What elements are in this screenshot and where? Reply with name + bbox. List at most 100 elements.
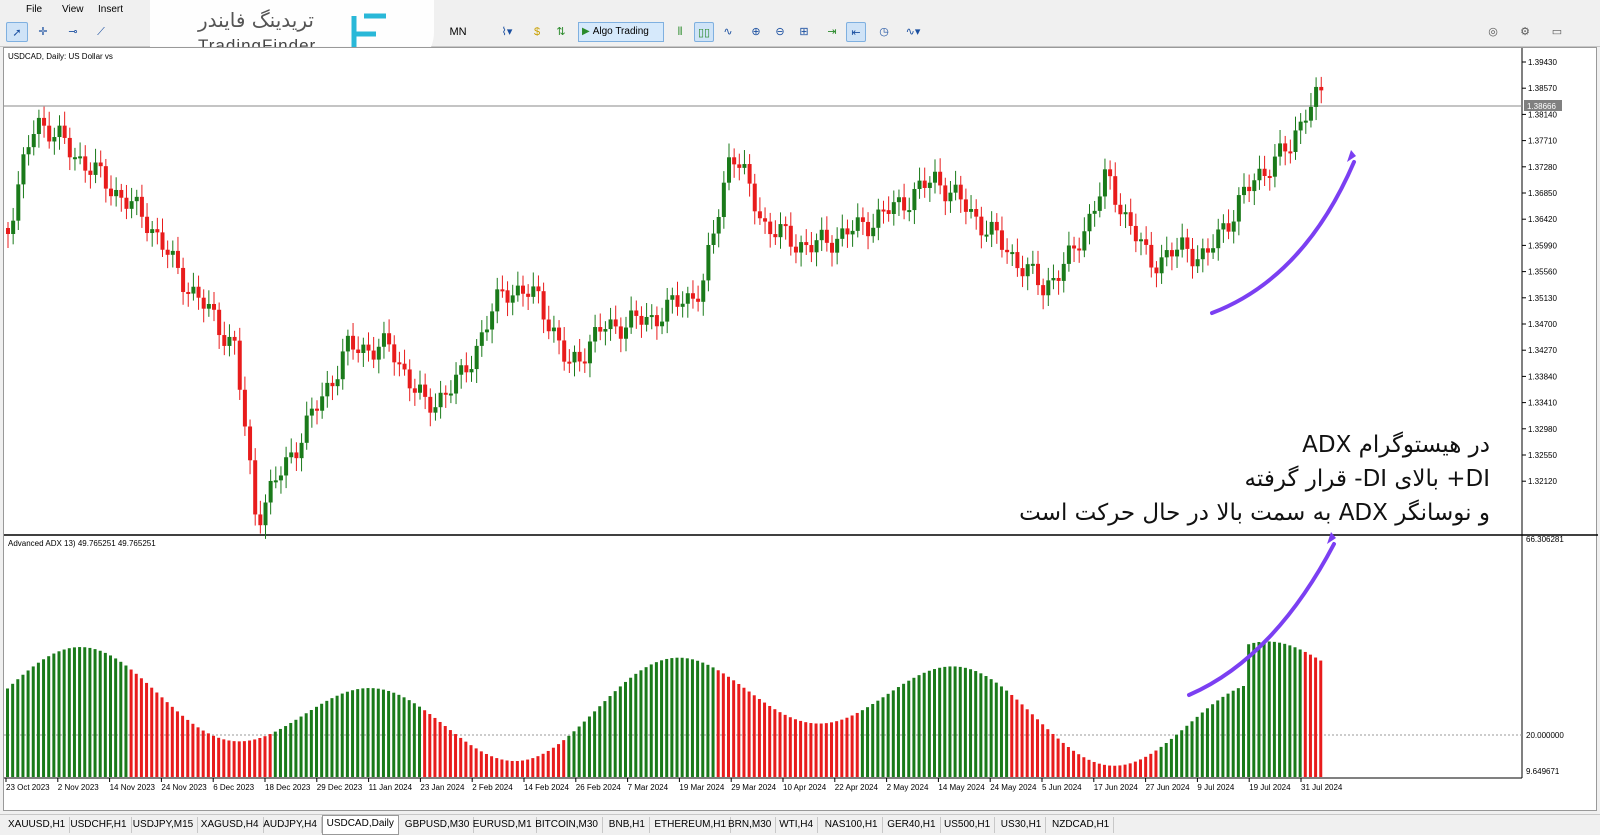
hline-icon[interactable]: ⊸ bbox=[68, 26, 78, 38]
symbol-tab[interactable]: USDCAD,Daily bbox=[321, 815, 399, 835]
layout-icon[interactable]: ▭ bbox=[1551, 26, 1563, 38]
adx-bar bbox=[181, 715, 185, 777]
adx-bar bbox=[917, 675, 921, 777]
candle-body bbox=[294, 452, 299, 459]
symbol-tab[interactable]: NZDCAD,H1 bbox=[1048, 817, 1115, 833]
candle-body bbox=[206, 303, 211, 309]
candle-body bbox=[109, 188, 113, 197]
candle-body bbox=[649, 315, 654, 318]
symbol-tab[interactable]: BNB,H1 bbox=[605, 817, 650, 833]
trendline-icon[interactable]: ⟋ bbox=[97, 26, 105, 38]
adx-bar bbox=[469, 745, 473, 777]
candle-body bbox=[593, 327, 598, 342]
settings-icon[interactable]: ⚙ bbox=[1520, 26, 1530, 38]
symbol-tab[interactable]: XAGUSD,H4 bbox=[197, 817, 264, 833]
symbol-tab[interactable]: AUDJPY,H4 bbox=[259, 817, 322, 833]
candle-body bbox=[711, 233, 716, 245]
candle-body bbox=[1005, 249, 1010, 253]
adx-bar bbox=[356, 689, 360, 777]
shift-icon[interactable]: ⇤ bbox=[846, 22, 866, 42]
candle-body bbox=[484, 329, 489, 333]
bar-chart-icon[interactable]: ⫴ bbox=[677, 26, 683, 38]
candle-body bbox=[644, 316, 649, 325]
candle-body bbox=[397, 362, 402, 365]
symbol-tab[interactable]: USDJPY,M15 bbox=[129, 817, 199, 833]
candle-body bbox=[438, 392, 443, 408]
adx-bar bbox=[1262, 641, 1266, 777]
symbol-tab[interactable]: GBPUSD,M30 bbox=[401, 817, 475, 833]
crosshair-icon[interactable]: ✛ bbox=[38, 26, 48, 38]
candle-body bbox=[1308, 106, 1313, 121]
candle-body bbox=[675, 295, 680, 307]
adx-bar bbox=[47, 656, 51, 777]
adx-bar bbox=[139, 678, 143, 777]
candle-body bbox=[1257, 168, 1262, 181]
adx-bar bbox=[727, 676, 730, 777]
date-tick-label: 7 Mar 2024 bbox=[628, 783, 669, 792]
zoom-out-icon[interactable]: ⊖ bbox=[775, 26, 785, 38]
signals-icon[interactable]: ⇅ bbox=[556, 26, 566, 38]
notifications-icon[interactable]: ◎ bbox=[1488, 26, 1498, 38]
adx-bar bbox=[582, 721, 586, 777]
candle-body bbox=[696, 298, 701, 302]
menu-file[interactable]: File bbox=[26, 4, 43, 15]
symbol-tab[interactable]: USDCHF,H1 bbox=[66, 817, 132, 833]
timeframe-mn-button[interactable]: MN bbox=[449, 26, 467, 38]
candle-body bbox=[701, 280, 706, 302]
adx-bar bbox=[567, 735, 571, 777]
chart-type-icon[interactable]: ⌇▾ bbox=[501, 26, 513, 38]
zoom-in-icon[interactable]: ⊕ bbox=[751, 26, 761, 38]
adx-bar bbox=[757, 698, 761, 777]
adx-bar bbox=[1288, 645, 1292, 777]
adx-bar bbox=[320, 703, 324, 777]
candle-body bbox=[1164, 250, 1169, 258]
adx-bar bbox=[984, 676, 988, 777]
candle-body bbox=[871, 227, 876, 237]
adx-bar bbox=[608, 696, 612, 777]
adx-bar bbox=[412, 703, 416, 777]
symbol-tab[interactable]: ETHEREUM,H1 bbox=[650, 817, 732, 833]
adx-bar bbox=[999, 686, 1003, 777]
candle-body bbox=[855, 217, 860, 231]
adx-bar bbox=[1211, 704, 1215, 777]
adx-bar bbox=[742, 687, 746, 777]
symbol-tab[interactable]: US30,H1 bbox=[997, 817, 1047, 833]
adx-bar bbox=[186, 719, 190, 777]
line-chart-icon[interactable]: ∿ bbox=[723, 26, 733, 38]
symbol-tab[interactable]: US500,H1 bbox=[940, 817, 996, 833]
algo-trading-button[interactable]: ▶ Algo Trading bbox=[578, 22, 664, 42]
candle-body bbox=[315, 408, 319, 411]
menu-insert[interactable]: Insert bbox=[98, 4, 124, 15]
menu-view[interactable]: View bbox=[62, 4, 84, 15]
candle-body bbox=[613, 319, 618, 327]
adx-bar bbox=[835, 721, 839, 777]
adx-bar bbox=[418, 706, 421, 777]
candle-body bbox=[217, 309, 222, 336]
candle-body bbox=[876, 209, 881, 228]
dollar-icon[interactable]: $ bbox=[533, 26, 541, 38]
candle-body bbox=[21, 154, 26, 185]
adx-bar bbox=[938, 667, 942, 777]
adx-bar bbox=[1221, 696, 1225, 777]
candles-icon[interactable]: ▯▯ bbox=[694, 22, 714, 42]
symbol-tab[interactable]: NAS100,H1 bbox=[821, 817, 883, 833]
indicators-icon[interactable]: ∿▾ bbox=[905, 26, 921, 38]
symbol-tab[interactable]: WTI,H4 bbox=[775, 817, 819, 833]
candle-body bbox=[361, 344, 366, 354]
chart-area[interactable]: 1.39430 1.38570 1.38140 1.37710 1.37280 1.368… bbox=[3, 47, 1598, 812]
cursor-icon[interactable]: ➚ bbox=[6, 22, 28, 42]
adx-bar bbox=[1082, 757, 1086, 777]
symbol-tab[interactable]: BRN,M30 bbox=[724, 817, 777, 833]
grid-icon[interactable]: ⊞ bbox=[799, 26, 809, 38]
symbol-tab[interactable]: BITCOIN,M30 bbox=[531, 817, 603, 833]
symbol-tab[interactable]: GER40,H1 bbox=[883, 817, 941, 833]
period-icon[interactable]: ◷ bbox=[879, 26, 889, 38]
date-tick-label: 14 Feb 2024 bbox=[524, 783, 569, 792]
candle-body bbox=[989, 221, 994, 235]
scroll-icon[interactable]: ⇥ bbox=[827, 26, 837, 38]
symbol-tab[interactable]: EURUSD,M1 bbox=[469, 817, 537, 833]
candle-body bbox=[1288, 151, 1293, 154]
indicator-info: Advanced ADX 13) 49.765251 49.765251 bbox=[8, 539, 156, 548]
symbol-tab[interactable]: XAUUSD,H1 bbox=[4, 817, 71, 833]
chart-svg[interactable]: 1.39430 1.38570 1.38140 1.37710 1.37280 1.368… bbox=[4, 48, 1598, 812]
